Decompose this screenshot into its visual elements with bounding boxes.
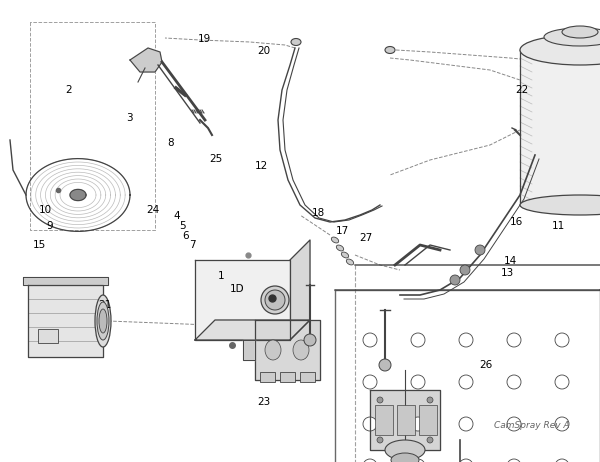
Polygon shape bbox=[28, 285, 103, 357]
Text: CamSpray Rev A: CamSpray Rev A bbox=[494, 421, 570, 430]
Ellipse shape bbox=[331, 237, 338, 243]
Ellipse shape bbox=[544, 28, 600, 46]
Circle shape bbox=[363, 375, 377, 389]
Circle shape bbox=[411, 459, 425, 462]
Circle shape bbox=[459, 375, 473, 389]
Circle shape bbox=[427, 437, 433, 443]
Ellipse shape bbox=[385, 47, 395, 54]
Ellipse shape bbox=[95, 295, 111, 347]
Ellipse shape bbox=[265, 340, 281, 360]
Text: 12: 12 bbox=[254, 161, 268, 171]
Circle shape bbox=[507, 459, 521, 462]
Bar bbox=[300, 372, 315, 382]
Bar bbox=[419, 405, 437, 435]
Circle shape bbox=[459, 333, 473, 347]
Text: 17: 17 bbox=[335, 226, 349, 236]
Circle shape bbox=[507, 375, 521, 389]
Polygon shape bbox=[130, 48, 162, 72]
Text: 27: 27 bbox=[359, 233, 373, 243]
Text: 1: 1 bbox=[217, 271, 224, 281]
Circle shape bbox=[411, 375, 425, 389]
Text: 6: 6 bbox=[182, 231, 190, 241]
Circle shape bbox=[450, 275, 460, 285]
Text: 13: 13 bbox=[500, 267, 514, 278]
Text: 11: 11 bbox=[551, 221, 565, 231]
Circle shape bbox=[475, 245, 485, 255]
Bar bbox=[397, 405, 415, 435]
Circle shape bbox=[411, 417, 425, 431]
Text: 21: 21 bbox=[98, 300, 112, 310]
Bar bbox=[38, 329, 58, 343]
Ellipse shape bbox=[261, 286, 289, 314]
Ellipse shape bbox=[391, 453, 419, 462]
Circle shape bbox=[377, 437, 383, 443]
Circle shape bbox=[507, 333, 521, 347]
Text: 26: 26 bbox=[479, 360, 493, 370]
Text: 5: 5 bbox=[179, 221, 187, 231]
Text: 20: 20 bbox=[257, 46, 271, 56]
Ellipse shape bbox=[293, 340, 309, 360]
Circle shape bbox=[304, 334, 316, 346]
Circle shape bbox=[555, 375, 569, 389]
Bar bbox=[375, 405, 393, 435]
Text: 24: 24 bbox=[146, 205, 160, 215]
Polygon shape bbox=[255, 320, 320, 380]
Text: 23: 23 bbox=[257, 397, 271, 407]
Circle shape bbox=[460, 265, 470, 275]
Circle shape bbox=[555, 459, 569, 462]
Ellipse shape bbox=[337, 245, 344, 251]
Text: 19: 19 bbox=[197, 34, 211, 44]
Polygon shape bbox=[520, 50, 600, 205]
Polygon shape bbox=[290, 240, 310, 340]
Text: 10: 10 bbox=[38, 205, 52, 215]
Polygon shape bbox=[243, 340, 255, 360]
Circle shape bbox=[459, 459, 473, 462]
Circle shape bbox=[363, 333, 377, 347]
Text: 1D: 1D bbox=[230, 284, 244, 294]
Ellipse shape bbox=[520, 195, 600, 215]
Polygon shape bbox=[370, 390, 440, 450]
Ellipse shape bbox=[99, 309, 107, 333]
Text: 3: 3 bbox=[125, 113, 133, 123]
Ellipse shape bbox=[291, 38, 301, 45]
Text: 4: 4 bbox=[173, 211, 181, 221]
Bar bbox=[280, 372, 295, 382]
Circle shape bbox=[411, 333, 425, 347]
Text: 9: 9 bbox=[46, 221, 53, 231]
Text: 2: 2 bbox=[65, 85, 73, 95]
Polygon shape bbox=[70, 189, 86, 201]
Ellipse shape bbox=[97, 302, 109, 340]
Circle shape bbox=[379, 359, 391, 371]
Circle shape bbox=[555, 417, 569, 431]
Circle shape bbox=[459, 417, 473, 431]
Text: 8: 8 bbox=[167, 138, 175, 148]
Ellipse shape bbox=[265, 290, 285, 310]
Ellipse shape bbox=[385, 440, 425, 460]
Ellipse shape bbox=[346, 259, 353, 265]
Circle shape bbox=[363, 417, 377, 431]
Text: 22: 22 bbox=[515, 85, 529, 95]
Circle shape bbox=[555, 333, 569, 347]
Text: 14: 14 bbox=[503, 256, 517, 266]
Ellipse shape bbox=[341, 252, 349, 258]
Bar bbox=[260, 372, 275, 382]
Text: 18: 18 bbox=[311, 207, 325, 218]
Polygon shape bbox=[195, 320, 310, 340]
Text: 25: 25 bbox=[209, 154, 223, 164]
Ellipse shape bbox=[562, 26, 598, 38]
Text: 7: 7 bbox=[188, 240, 196, 250]
Text: 16: 16 bbox=[509, 217, 523, 227]
Polygon shape bbox=[195, 260, 290, 340]
Circle shape bbox=[377, 397, 383, 403]
Circle shape bbox=[507, 417, 521, 431]
Text: 15: 15 bbox=[32, 240, 46, 250]
Circle shape bbox=[427, 397, 433, 403]
Ellipse shape bbox=[520, 35, 600, 65]
Circle shape bbox=[363, 459, 377, 462]
Polygon shape bbox=[23, 277, 108, 285]
